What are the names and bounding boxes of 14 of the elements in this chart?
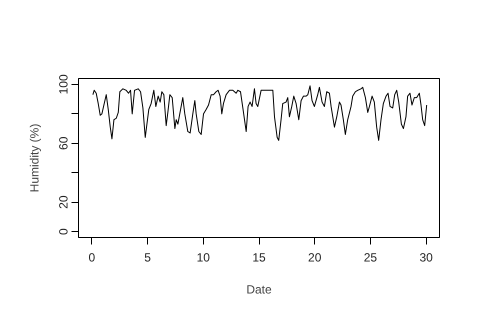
line-series: [92, 85, 428, 141]
y-tick-label: 100: [56, 74, 70, 94]
x-tick-label: 15: [252, 250, 266, 264]
y-tick-label: 20: [56, 195, 70, 209]
y-tick-label: 60: [56, 136, 70, 150]
x-tick-label: 0: [88, 250, 96, 264]
x-axis-title: Date: [246, 282, 272, 296]
x-tick-label: 25: [364, 250, 378, 264]
x-tick-label: 5: [144, 250, 152, 264]
x-tick-label: 10: [196, 250, 210, 264]
x-tick-label: 20: [308, 250, 322, 264]
y-axis-title: Humidity (%): [28, 124, 42, 192]
x-tick-label: 30: [419, 250, 434, 264]
y-tick-label: 0: [56, 228, 70, 235]
